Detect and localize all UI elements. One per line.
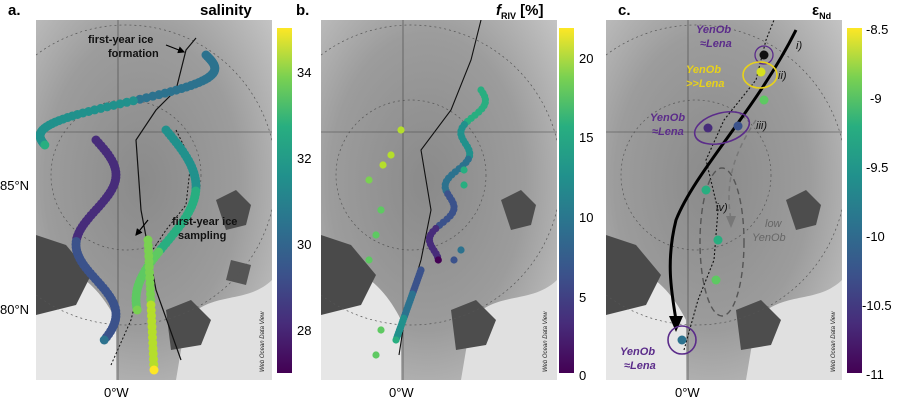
sample-dot (392, 336, 400, 344)
sample-dot (397, 126, 405, 134)
cbar-a-tick: 28 (297, 323, 312, 338)
note-yenob-lena-bot-1: YenOb (620, 346, 656, 358)
lon-label-b: 0°W (389, 385, 414, 400)
cbar-b-tick: 0 (579, 368, 587, 383)
lon-label-c: 0°W (675, 385, 700, 400)
sample-dot (733, 121, 743, 131)
roman-ii: ii) (778, 70, 787, 82)
colorbar-c (847, 28, 862, 373)
sample-dot (703, 123, 713, 133)
colorbar-a (277, 28, 292, 373)
note-yenob-lena-bot-2: ≈Lena (624, 360, 656, 372)
note-yenob-lena-mid-1: YenOb (650, 112, 686, 124)
note-yenob-lena-top-2: ≈Lena (700, 38, 732, 50)
cbar-c-tick: -8.5 (866, 22, 889, 37)
sample-dot (756, 67, 766, 77)
panel-c-map (606, 20, 842, 380)
cbar-b-tick: 10 (579, 210, 594, 225)
sample-dot (149, 365, 159, 375)
arrows-a (135, 44, 186, 236)
note-yenob-lena-mid-2: ≈Lena (652, 126, 684, 138)
lat-80-label: 80°N (0, 302, 30, 317)
sample-dot (372, 231, 380, 239)
sample-dot (434, 256, 442, 264)
panel-b-title: fRIV [%] (496, 2, 544, 21)
sample-dot (132, 305, 142, 315)
ice-formation-line1: first-year ice (88, 34, 154, 46)
sample-dot (387, 151, 395, 159)
cbar-a-tick: 34 (297, 65, 312, 80)
cbar-b-tick: 15 (579, 130, 594, 145)
panel-a-map (36, 20, 272, 380)
watermark-a: Web Ocean Data View (260, 311, 266, 372)
note-low-yenob-1: low (765, 218, 782, 230)
watermark-b: Web Ocean Data View (543, 311, 549, 372)
sample-dot (365, 256, 373, 264)
sample-dot (40, 140, 50, 150)
sample-dot (377, 206, 385, 214)
cbar-a-tick: 32 (297, 151, 312, 166)
note-yenob-gg-lena-1: YenOb (686, 64, 722, 76)
cbar-c-tick: -10 (866, 229, 885, 244)
ice-sampling-line1: first-year ice (172, 216, 238, 228)
colorbar-b (559, 28, 574, 373)
sample-dot (450, 256, 458, 264)
sample-dot (711, 275, 721, 285)
cbar-c-tick: -11 (866, 367, 884, 382)
panel-b-label: b. (296, 2, 310, 19)
cbar-c-tick: -9 (870, 91, 882, 106)
roman-iv: iv) (716, 202, 728, 214)
ice-formation-line2: formation (108, 48, 159, 60)
sample-dot (701, 185, 711, 195)
sample-dot (372, 351, 380, 359)
sample-dot (677, 335, 687, 345)
cbar-b-tick: 5 (579, 290, 587, 305)
cbar-c-tick: -9.5 (866, 160, 889, 175)
panel-c-title: εNd (812, 2, 832, 21)
sample-dot (457, 246, 465, 254)
sample-dot (460, 181, 468, 189)
panel-c-label: c. (618, 2, 631, 19)
sample-dot (99, 335, 109, 345)
note-yenob-lena-top-1: YenOb (696, 24, 732, 36)
sample-dot (377, 326, 385, 334)
lon-label-a: 0°W (104, 385, 129, 400)
watermark-c: Web Ocean Data View (831, 311, 837, 372)
note-low-yenob-2: YenOb (752, 232, 786, 244)
sample-dot (460, 166, 468, 174)
note-yenob-gg-lena-2: >>Lena (686, 78, 725, 90)
lat-85-label: 85°N (0, 178, 30, 193)
panel-a-title: salinity (200, 2, 252, 19)
roman-iii: iii) (756, 120, 767, 132)
sample-dot (759, 95, 769, 105)
cbar-a-tick: 30 (297, 237, 312, 252)
roman-i: i) (796, 40, 803, 52)
sample-dot (759, 50, 769, 60)
ice-sampling-line2: sampling (178, 230, 227, 242)
sample-dot (379, 161, 387, 169)
cbar-c-tick: -10.5 (862, 298, 892, 313)
panel-b-map (321, 20, 557, 380)
panel-a-label: a. (8, 2, 21, 19)
sample-dot (365, 176, 373, 184)
cbar-b-tick: 20 (579, 51, 594, 66)
sample-dot (713, 235, 723, 245)
